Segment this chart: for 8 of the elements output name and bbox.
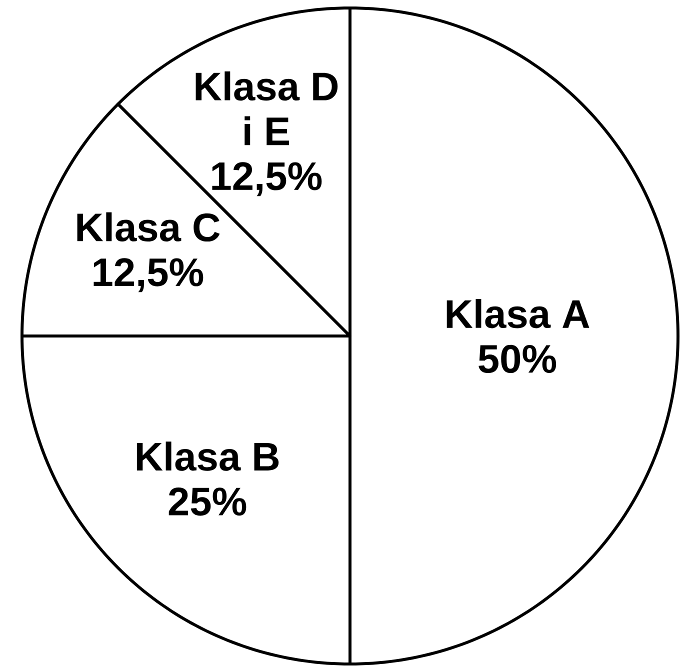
data-label: 50%	[478, 344, 556, 374]
data-label: 12,5%	[212, 162, 322, 196]
slice-label: Klasa B	[136, 442, 279, 471]
slice-label: Klasa D i E	[196, 71, 338, 146]
data-label: 25%	[168, 487, 246, 516]
slice-label: Klasa C	[77, 212, 220, 242]
slice-label: Klasa A	[446, 298, 590, 328]
data-label: 12,5%	[94, 258, 204, 292]
